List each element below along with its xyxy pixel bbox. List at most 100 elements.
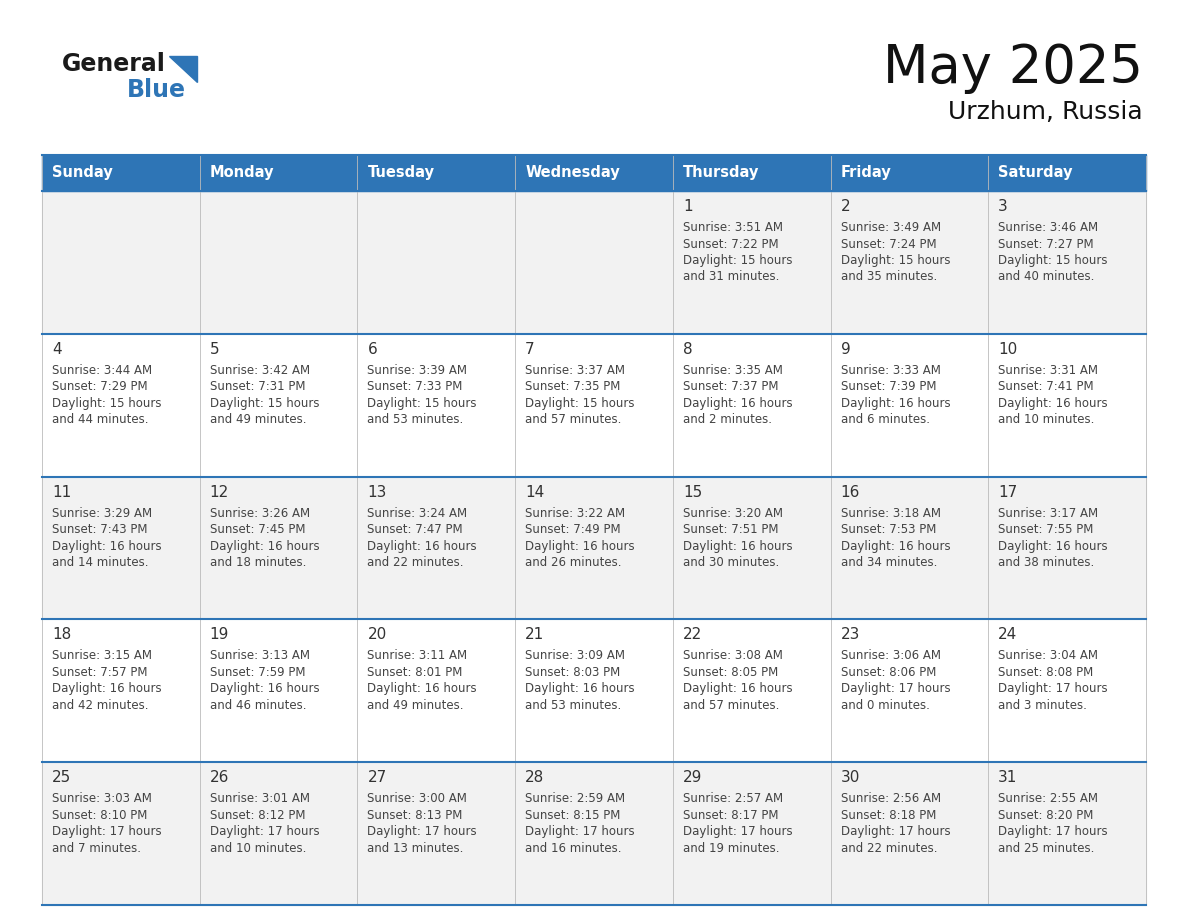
Text: Sunset: 8:08 PM: Sunset: 8:08 PM — [998, 666, 1093, 679]
Text: Daylight: 16 hours: Daylight: 16 hours — [683, 397, 792, 409]
Text: Sunrise: 3:06 AM: Sunrise: 3:06 AM — [841, 649, 941, 663]
Text: 24: 24 — [998, 627, 1018, 643]
Text: and 3 minutes.: and 3 minutes. — [998, 699, 1087, 711]
Text: and 19 minutes.: and 19 minutes. — [683, 842, 779, 855]
Text: 31: 31 — [998, 770, 1018, 785]
Text: 21: 21 — [525, 627, 544, 643]
Text: Daylight: 16 hours: Daylight: 16 hours — [525, 682, 634, 696]
Text: Daylight: 17 hours: Daylight: 17 hours — [998, 825, 1108, 838]
Text: 20: 20 — [367, 627, 386, 643]
Text: and 44 minutes.: and 44 minutes. — [52, 413, 148, 426]
Text: 1: 1 — [683, 199, 693, 214]
Text: Daylight: 16 hours: Daylight: 16 hours — [683, 540, 792, 553]
Text: and 57 minutes.: and 57 minutes. — [525, 413, 621, 426]
Text: Sunset: 7:35 PM: Sunset: 7:35 PM — [525, 380, 620, 393]
Text: Sunset: 8:05 PM: Sunset: 8:05 PM — [683, 666, 778, 679]
Bar — [42, 155, 200, 191]
Text: Sunset: 7:59 PM: Sunset: 7:59 PM — [210, 666, 305, 679]
Text: Daylight: 17 hours: Daylight: 17 hours — [998, 682, 1108, 696]
Text: Sunrise: 3:08 AM: Sunrise: 3:08 AM — [683, 649, 783, 663]
Text: and 10 minutes.: and 10 minutes. — [210, 842, 307, 855]
Text: Sunset: 8:03 PM: Sunset: 8:03 PM — [525, 666, 620, 679]
Text: Sunrise: 2:55 AM: Sunrise: 2:55 AM — [998, 792, 1098, 805]
Bar — [516, 155, 672, 191]
Bar — [672, 155, 830, 191]
Text: Sunset: 7:27 PM: Sunset: 7:27 PM — [998, 238, 1094, 251]
Text: Sunset: 7:41 PM: Sunset: 7:41 PM — [998, 380, 1094, 393]
Text: and 18 minutes.: and 18 minutes. — [210, 556, 307, 569]
Text: Sunrise: 3:09 AM: Sunrise: 3:09 AM — [525, 649, 625, 663]
Text: Daylight: 17 hours: Daylight: 17 hours — [52, 825, 162, 838]
Text: Sunrise: 3:11 AM: Sunrise: 3:11 AM — [367, 649, 468, 663]
Text: 26: 26 — [210, 770, 229, 785]
Text: and 30 minutes.: and 30 minutes. — [683, 556, 779, 569]
Bar — [42, 762, 1146, 905]
Text: and 34 minutes.: and 34 minutes. — [841, 556, 937, 569]
Text: 14: 14 — [525, 485, 544, 499]
Text: 8: 8 — [683, 341, 693, 357]
Text: Daylight: 15 hours: Daylight: 15 hours — [210, 397, 320, 409]
Text: Daylight: 16 hours: Daylight: 16 hours — [525, 540, 634, 553]
Text: Sunrise: 2:56 AM: Sunrise: 2:56 AM — [841, 792, 941, 805]
Text: Daylight: 16 hours: Daylight: 16 hours — [210, 682, 320, 696]
Bar — [42, 191, 1146, 334]
Text: Sunrise: 3:51 AM: Sunrise: 3:51 AM — [683, 221, 783, 234]
Text: Sunset: 7:43 PM: Sunset: 7:43 PM — [52, 523, 147, 536]
Text: and 49 minutes.: and 49 minutes. — [210, 413, 307, 426]
Text: Sunset: 7:33 PM: Sunset: 7:33 PM — [367, 380, 463, 393]
Text: Sunrise: 3:24 AM: Sunrise: 3:24 AM — [367, 507, 468, 520]
Text: Daylight: 17 hours: Daylight: 17 hours — [367, 825, 478, 838]
Text: Sunset: 7:53 PM: Sunset: 7:53 PM — [841, 523, 936, 536]
Text: 5: 5 — [210, 341, 220, 357]
Text: Sunrise: 3:35 AM: Sunrise: 3:35 AM — [683, 364, 783, 376]
Text: 10: 10 — [998, 341, 1018, 357]
Text: 29: 29 — [683, 770, 702, 785]
Text: 19: 19 — [210, 627, 229, 643]
Text: Sunrise: 3:29 AM: Sunrise: 3:29 AM — [52, 507, 152, 520]
Text: and 22 minutes.: and 22 minutes. — [841, 842, 937, 855]
Text: Sunset: 8:12 PM: Sunset: 8:12 PM — [210, 809, 305, 822]
Text: Sunset: 7:39 PM: Sunset: 7:39 PM — [841, 380, 936, 393]
Text: Daylight: 17 hours: Daylight: 17 hours — [210, 825, 320, 838]
Text: Sunset: 8:13 PM: Sunset: 8:13 PM — [367, 809, 463, 822]
Bar — [358, 155, 516, 191]
Bar — [200, 155, 358, 191]
Text: 22: 22 — [683, 627, 702, 643]
Text: Tuesday: Tuesday — [367, 165, 435, 181]
Text: Sunset: 8:06 PM: Sunset: 8:06 PM — [841, 666, 936, 679]
Text: Sunrise: 3:01 AM: Sunrise: 3:01 AM — [210, 792, 310, 805]
Text: 9: 9 — [841, 341, 851, 357]
Text: and 13 minutes.: and 13 minutes. — [367, 842, 463, 855]
Text: Sunset: 8:10 PM: Sunset: 8:10 PM — [52, 809, 147, 822]
Text: Sunset: 7:49 PM: Sunset: 7:49 PM — [525, 523, 621, 536]
Text: Daylight: 16 hours: Daylight: 16 hours — [998, 540, 1108, 553]
Text: and 14 minutes.: and 14 minutes. — [52, 556, 148, 569]
Text: and 25 minutes.: and 25 minutes. — [998, 842, 1094, 855]
Text: Sunrise: 3:33 AM: Sunrise: 3:33 AM — [841, 364, 941, 376]
Text: Sunrise: 3:20 AM: Sunrise: 3:20 AM — [683, 507, 783, 520]
Text: and 2 minutes.: and 2 minutes. — [683, 413, 772, 426]
Text: Sunrise: 3:39 AM: Sunrise: 3:39 AM — [367, 364, 467, 376]
Text: Sunset: 8:15 PM: Sunset: 8:15 PM — [525, 809, 620, 822]
Text: 18: 18 — [52, 627, 71, 643]
Text: Sunrise: 3:44 AM: Sunrise: 3:44 AM — [52, 364, 152, 376]
Text: and 57 minutes.: and 57 minutes. — [683, 699, 779, 711]
Text: 6: 6 — [367, 341, 377, 357]
Text: and 6 minutes.: and 6 minutes. — [841, 413, 929, 426]
Bar — [988, 155, 1146, 191]
Text: and 49 minutes.: and 49 minutes. — [367, 699, 465, 711]
Text: Sunset: 8:01 PM: Sunset: 8:01 PM — [367, 666, 463, 679]
Text: Monday: Monday — [210, 165, 274, 181]
Text: 23: 23 — [841, 627, 860, 643]
Text: Sunset: 8:18 PM: Sunset: 8:18 PM — [841, 809, 936, 822]
Text: Saturday: Saturday — [998, 165, 1073, 181]
Text: and 40 minutes.: and 40 minutes. — [998, 271, 1094, 284]
Text: Sunrise: 3:22 AM: Sunrise: 3:22 AM — [525, 507, 625, 520]
Text: Sunset: 7:47 PM: Sunset: 7:47 PM — [367, 523, 463, 536]
Text: 27: 27 — [367, 770, 386, 785]
Text: 28: 28 — [525, 770, 544, 785]
Text: 7: 7 — [525, 341, 535, 357]
Text: Sunrise: 3:18 AM: Sunrise: 3:18 AM — [841, 507, 941, 520]
Text: Daylight: 17 hours: Daylight: 17 hours — [683, 825, 792, 838]
Text: Sunrise: 2:57 AM: Sunrise: 2:57 AM — [683, 792, 783, 805]
